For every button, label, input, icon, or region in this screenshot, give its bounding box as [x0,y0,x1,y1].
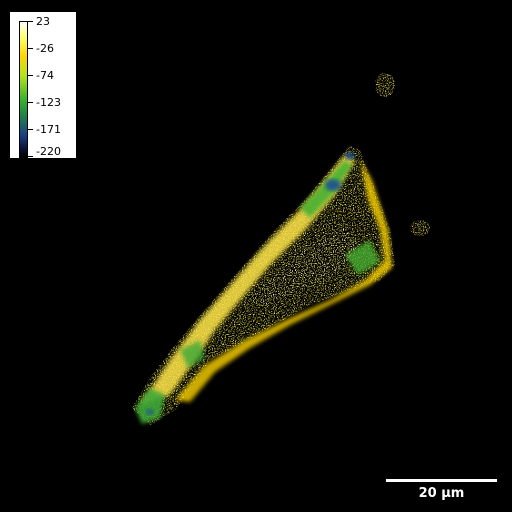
colorbar-tick [28,75,33,76]
colorbar-label-max: 23 [36,15,50,28]
colorbar-ramp [19,21,28,158]
colorbar-label: -171 [36,123,61,136]
nucleus-region [250,225,360,305]
colorbar-legend: 23 -26 -74 -123 -171 -220 [10,12,76,158]
colorbar-tick [28,21,33,22]
colorbar-label: -74 [36,69,54,82]
colorbar-tick [28,48,33,49]
colorbar-tick [28,129,33,130]
colorbar-tick [28,102,33,103]
cell-edges [135,152,392,424]
colorbar-label: -26 [36,42,54,55]
colorbar-tick [28,156,33,157]
colorbar-label: -123 [36,96,61,109]
colorbar-label-min: -220 [36,145,61,158]
speckle-cluster-top [375,73,430,236]
scale-bar [386,479,497,482]
scale-bar-label: 20 µm [418,486,465,501]
